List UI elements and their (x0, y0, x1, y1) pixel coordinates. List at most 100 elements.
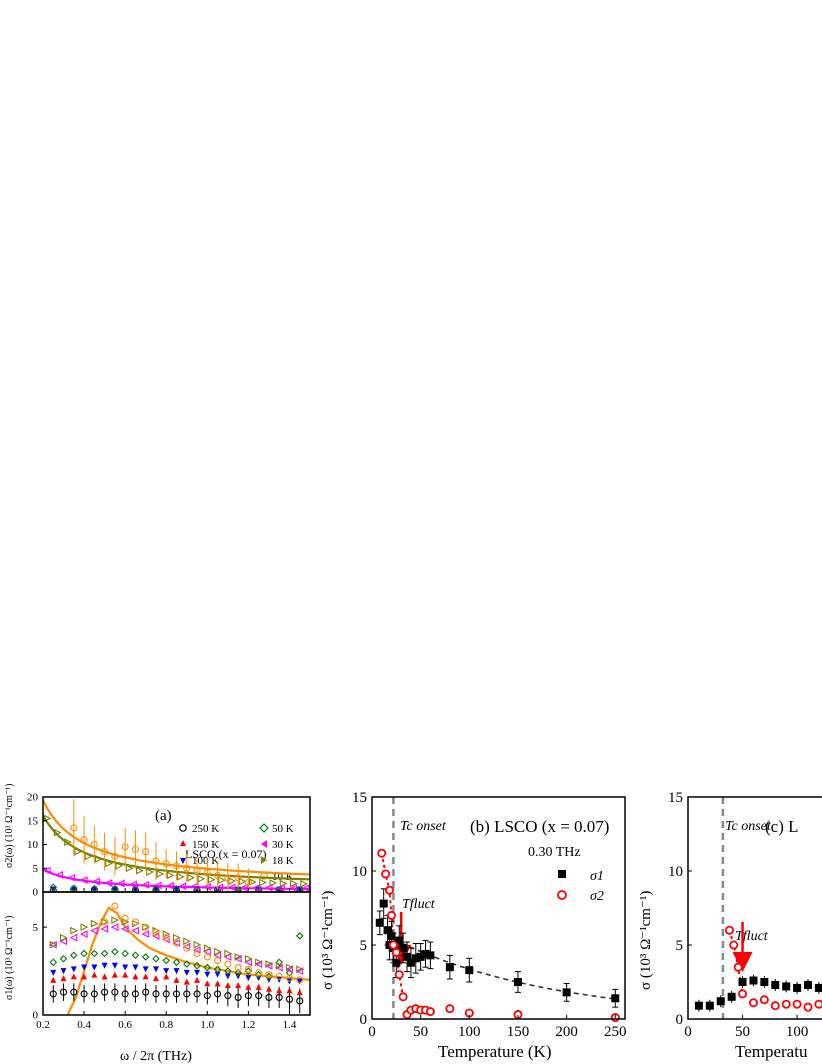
data-point (224, 982, 231, 989)
data-point (111, 886, 118, 892)
panel-a-ylabel-top: σ2(ω) (10³ Ω⁻¹cm⁻¹) (4, 784, 15, 869)
panel-b-xtick-label: 200 (555, 1024, 578, 1040)
data-point (101, 973, 108, 980)
data-point (193, 867, 201, 875)
data-point (70, 884, 78, 892)
panel-b-tc-label: Tc onset (400, 819, 447, 834)
data-point (192, 946, 201, 954)
data-point (286, 987, 293, 994)
data-point (279, 879, 288, 888)
panel-b-xtick-label: 150 (507, 1024, 530, 1040)
sigma1-point (793, 983, 802, 992)
sigma1-point (562, 988, 571, 997)
legend-marker-30k (261, 840, 267, 848)
data-point (224, 874, 232, 882)
data-point (111, 916, 120, 925)
legend-marker-18k (261, 856, 267, 864)
sigma2-point (738, 989, 748, 999)
data-point (121, 949, 129, 958)
data-point (207, 875, 216, 884)
data-point (162, 859, 170, 868)
data-point (111, 902, 119, 910)
data-point (142, 988, 150, 996)
data-point (79, 930, 88, 939)
panel-c-xtick-label: 50 (735, 1024, 750, 1040)
data-point (80, 836, 88, 844)
panel-c-tfluct-label: Tfluct (735, 929, 769, 944)
sigma2-point (803, 1002, 813, 1012)
data-point (214, 971, 221, 978)
data-point (244, 965, 252, 973)
data-point (204, 971, 211, 978)
panel-a-bottom-xtick-label: 1.2 (242, 1019, 256, 1031)
data-point (111, 962, 118, 969)
data-point (227, 883, 236, 892)
sigma1-point (749, 976, 758, 985)
sigma2-point (425, 1007, 435, 1017)
data-point (101, 848, 109, 856)
sigma1-point (421, 949, 430, 958)
data-point (203, 944, 212, 953)
data-point (244, 992, 252, 1000)
legend-label-250k: 250 K (192, 823, 219, 835)
data-point (204, 980, 211, 987)
sigma1-point (411, 954, 420, 963)
data-point (264, 883, 273, 892)
data-point (120, 925, 129, 933)
data-point (50, 886, 57, 892)
data-point (92, 877, 100, 886)
sigma1-point (465, 966, 474, 975)
panel-a-label: (a) (155, 808, 172, 824)
data-point (296, 978, 303, 985)
data-point (115, 861, 124, 870)
data-point (214, 990, 222, 998)
data-point (224, 992, 232, 1000)
data-point (259, 878, 267, 887)
data-point (152, 857, 160, 865)
legend-label-sigma1: σ1 (590, 869, 604, 884)
data-point (152, 885, 160, 892)
panel-a-bottom-xtick-label: 0.4 (77, 1019, 91, 1031)
legend-marker-150k (180, 840, 186, 846)
data-point (244, 954, 253, 963)
data-point (162, 956, 171, 965)
data-point (234, 874, 242, 882)
data-point (70, 926, 79, 935)
sigma1-point (694, 1001, 703, 1010)
panel-c-ticks: 050100150051015 (668, 790, 808, 1040)
data-point (183, 944, 191, 952)
data-point (49, 883, 58, 892)
data-point (141, 953, 150, 961)
data-point (59, 933, 68, 942)
data-point (60, 975, 67, 982)
data-point (245, 975, 252, 982)
panel-b-freq-label: 0.30 THz (528, 845, 581, 860)
panel-a-bottom-ytick-label: 5 (33, 922, 39, 934)
data-point (274, 963, 283, 972)
panel-b-label: (b) LSCO (x = 0.07) (470, 817, 609, 836)
data-point (142, 848, 150, 856)
panel-a-bottom-data (49, 902, 310, 1015)
data-point (264, 961, 273, 970)
data-point (183, 937, 191, 946)
data-point (121, 843, 129, 851)
sigma2-point (381, 869, 391, 879)
data-point (228, 877, 237, 885)
data-point (301, 884, 310, 892)
data-point (295, 932, 304, 940)
panel-b-xtick-label: 50 (413, 1024, 428, 1040)
legend-marker-100k (180, 858, 186, 864)
data-point (203, 963, 212, 972)
data-point (135, 866, 144, 875)
panel-a-top-ytick-label: 20 (27, 792, 39, 804)
data-point (111, 852, 119, 860)
sigma2-point (814, 999, 822, 1009)
data-point (59, 988, 68, 996)
sigma2-point (388, 940, 398, 950)
sigma1-point (392, 958, 401, 967)
panel-b-ytick-label: 15 (352, 790, 367, 806)
data-point (203, 869, 211, 877)
sigma2-trend-line (728, 929, 744, 994)
